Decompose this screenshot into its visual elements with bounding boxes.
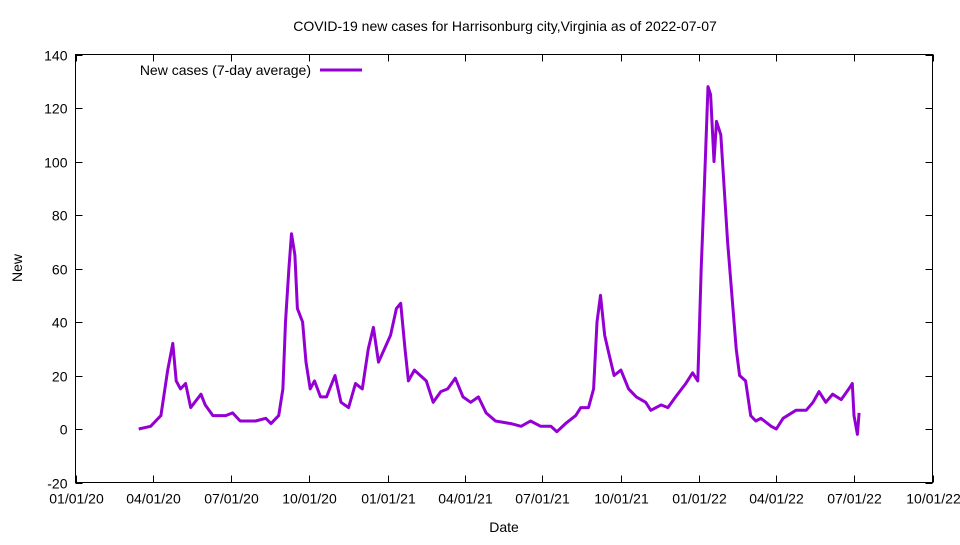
y-tick-label: 60 [52, 262, 68, 278]
y-axis-label: New [9, 253, 25, 282]
x-tick-label: 04/01/21 [438, 491, 493, 507]
plot-border [75, 54, 933, 483]
chart-title: COVID-19 new cases for Harrisonburg city… [293, 18, 717, 34]
y-tick-label: 140 [44, 48, 68, 64]
x-tick-label: 10/01/20 [282, 491, 337, 507]
x-axis-label: Date [489, 519, 519, 535]
legend: New cases (7-day average) [140, 62, 362, 78]
x-tick-label: 07/01/22 [827, 491, 882, 507]
y-tick-label: 120 [44, 101, 68, 117]
series-line-new-cases [138, 85, 861, 436]
x-tick-label: 04/01/20 [126, 491, 181, 507]
y-tick-label: -20 [47, 476, 67, 492]
y-tick-label: 0 [60, 422, 68, 438]
y-tick-label: 80 [52, 208, 68, 224]
x-axis: 01/01/20 04/01/20 07/01/20 10/01/20 01/01/21… [49, 54, 960, 507]
y-axis: -20 0 20 40 60 80 100 120 140 [44, 48, 933, 492]
x-tick-label: 04/01/22 [749, 491, 804, 507]
x-tick-label: 10/01/21 [594, 491, 649, 507]
y-tick-label: 100 [44, 155, 68, 171]
x-tick-label: 01/01/20 [49, 491, 104, 507]
y-tick-label: 40 [52, 315, 68, 331]
x-tick-label: 01/01/21 [361, 491, 416, 507]
x-tick-label: 07/01/21 [515, 491, 570, 507]
legend-label: New cases (7-day average) [140, 62, 311, 78]
x-tick-label: 10/01/22 [906, 491, 960, 507]
x-tick-label: 01/01/22 [672, 491, 727, 507]
x-tick-label: 07/01/20 [204, 491, 259, 507]
y-tick-label: 20 [52, 369, 68, 385]
